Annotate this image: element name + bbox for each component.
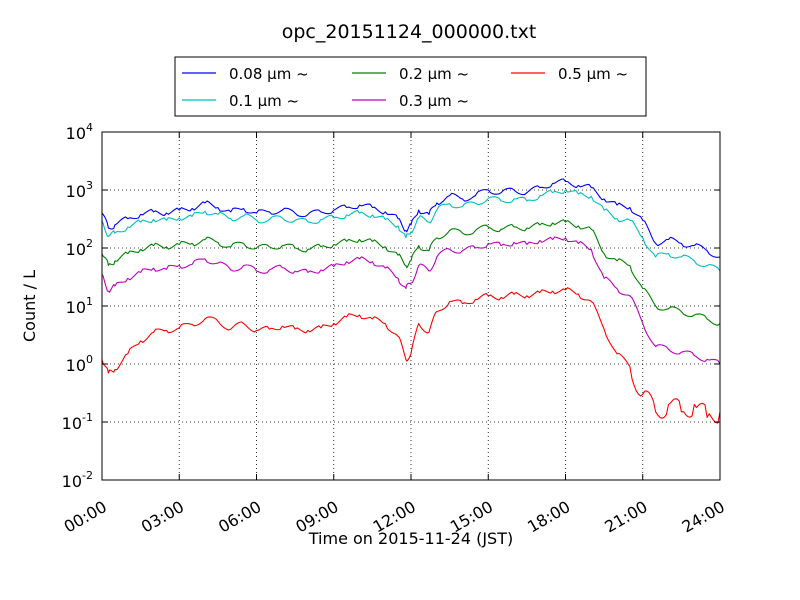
series-line-1 [101,178,721,258]
y-tick-label: 103 [66,179,93,201]
y-axis-label: Count / L [20,270,39,342]
series-line-3 [101,219,721,326]
legend-entries: 0.08 μm ~ 0.1 μm ~ 0.2 μm ~ 0.3 μm ~ 0.5 μm … [182,65,628,110]
legend-label: 0.1 μm ~ [229,92,299,110]
grid-lines [102,132,720,480]
x-tick-label: 24:00 [679,497,728,537]
legend-label: 0.2 μm ~ [399,65,469,83]
x-tick-label: 03:00 [138,497,187,537]
x-tick-label: 06:00 [215,497,264,537]
series-line-4 [101,236,721,365]
axis-ticks [101,131,721,481]
legend-label: 0.5 μm ~ [558,65,628,83]
y-tick-label: 100 [66,353,93,375]
x-tick-label: 18:00 [524,497,573,537]
y-tick-label: 10-2 [62,469,93,491]
x-axis-label: Time on 2015-11-24 (JST) [308,529,513,548]
y-tick-label: 104 [66,121,93,143]
series-lines [101,178,721,424]
x-tick-label: 21:00 [601,497,650,537]
y-tick-label: 101 [66,295,93,317]
series-line-5 [101,287,721,424]
legend-frame [174,56,647,117]
y-tick-label: 102 [66,237,93,259]
legend-label: 0.08 μm ~ [229,65,309,83]
legend-label: 0.3 μm ~ [399,92,469,110]
x-tick-label: 00:00 [61,497,110,537]
y-tick-label: 10-1 [62,411,93,433]
series-line-2 [101,189,721,272]
chart-title: opc_20151124_000000.txt [282,21,537,43]
legend: 0.08 μm ~ 0.1 μm ~ 0.2 μm ~ 0.3 μm ~ 0.5 μm … [174,56,647,117]
y-tick-labels: 10-2 10-1 100 101 102 103 104 [62,121,93,491]
